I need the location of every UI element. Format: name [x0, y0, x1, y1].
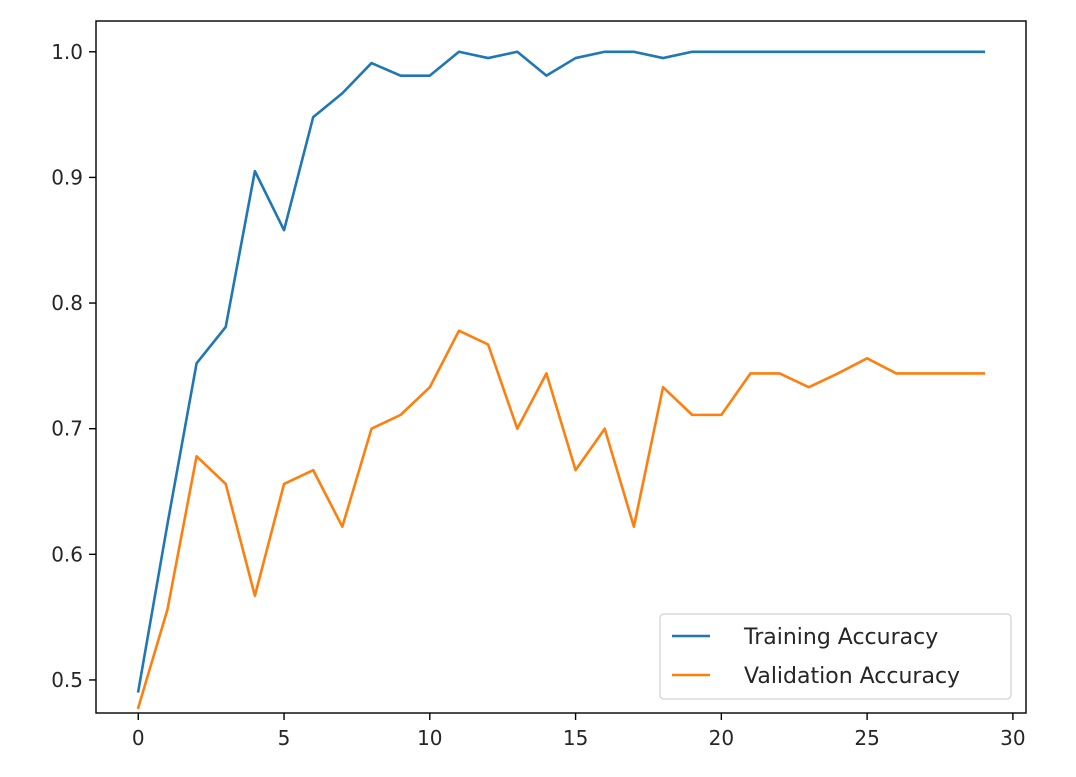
y-tick-label: 0.7 [51, 417, 83, 441]
legend: Training Accuracy Validation Accuracy [659, 613, 1012, 700]
x-tick-label: 25 [854, 726, 879, 750]
x-tick-label: 20 [709, 726, 734, 750]
y-tick-label: 0.5 [51, 668, 83, 692]
legend-label-training: Training Accuracy [743, 625, 938, 650]
legend-box [659, 613, 1012, 700]
x-tick-label: 5 [278, 726, 291, 750]
series-line-training-accuracy [136, 50, 986, 693]
series-layer [136, 50, 986, 710]
plot-area-frame [95, 20, 1027, 714]
y-tick-label: 0.6 [51, 542, 83, 566]
x-axis: 0 5 10 15 20 25 30 [132, 713, 1026, 750]
series-line-validation-accuracy [136, 329, 986, 710]
y-axis: 0.5 0.6 0.7 0.8 0.9 1.0 [51, 40, 96, 692]
x-tick-label: 10 [417, 726, 442, 750]
x-tick-label: 0 [132, 726, 145, 750]
x-tick-label: 15 [563, 726, 588, 750]
legend-label-validation: Validation Accuracy [744, 664, 960, 689]
x-tick-label: 30 [1000, 726, 1025, 750]
y-tick-label: 1.0 [51, 40, 83, 64]
y-tick-label: 0.8 [51, 291, 83, 315]
y-tick-label: 0.9 [51, 165, 83, 189]
